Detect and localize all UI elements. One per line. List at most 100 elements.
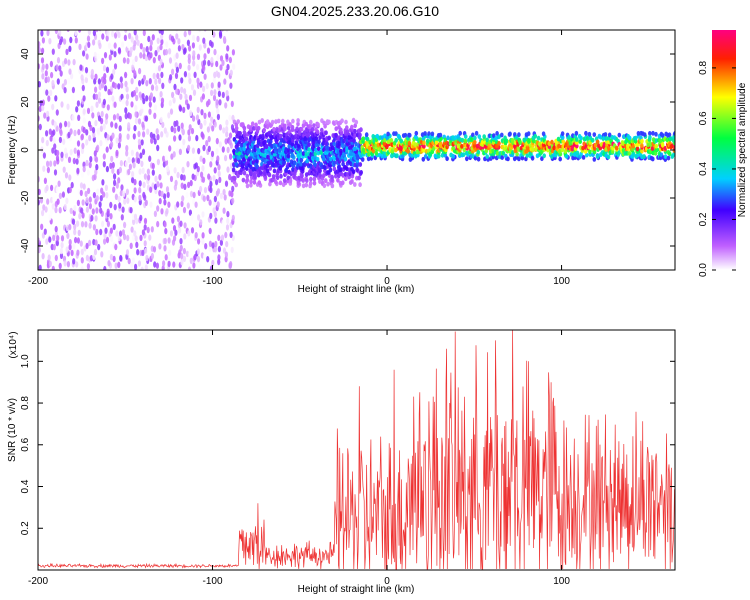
- heatmap-cell: [484, 148, 489, 154]
- heatmap-cell: [226, 95, 230, 102]
- heatmap-cell: [113, 42, 117, 49]
- heatmap-cell: [49, 60, 54, 68]
- heatmap-cell: [654, 147, 659, 153]
- heatmap-cell: [124, 71, 128, 79]
- heatmap-cell: [130, 36, 134, 43]
- heatmap-cell: [139, 52, 143, 59]
- heatmap-cell: [581, 155, 586, 160]
- heatmap-cell: [232, 63, 236, 70]
- heatmap-cell: [218, 99, 222, 106]
- heatmap-cell: [180, 200, 184, 208]
- heatmap-cell: [51, 48, 55, 55]
- heatmap-cell: [182, 138, 186, 146]
- heatmap-cell: [168, 145, 172, 152]
- heatmap-cell: [183, 47, 187, 54]
- heatmap-cell: [473, 143, 477, 149]
- heatmap-cell: [53, 169, 58, 176]
- heatmap-cell: [194, 232, 198, 239]
- heatmap-cell: [162, 155, 166, 162]
- heatmap-cell: [152, 72, 156, 80]
- heatmap-cell: [63, 260, 67, 267]
- heatmap-cell: [105, 146, 109, 153]
- heatmap-cell: [263, 159, 268, 164]
- heatmap-cell: [213, 246, 218, 253]
- heatmap-cell: [162, 260, 166, 267]
- heatmap-cell: [360, 157, 365, 162]
- heatmap-cell: [173, 135, 177, 142]
- heatmap-cell: [451, 145, 456, 151]
- heatmap-cell: [69, 207, 73, 215]
- heatmap-cell: [201, 133, 205, 140]
- heatmap-cell: [139, 152, 143, 159]
- heatmap-cell: [126, 197, 130, 204]
- heatmap-cell: [94, 119, 98, 127]
- heatmap-cell: [149, 131, 153, 139]
- heatmap-cell: [228, 56, 232, 64]
- heatmap-cell: [663, 154, 668, 160]
- heatmap-cell: [60, 151, 64, 158]
- heatmap-cell: [141, 93, 145, 100]
- heatmap-cell: [572, 152, 577, 157]
- heatmap-cell: [78, 43, 82, 51]
- heatmap-cell: [68, 45, 72, 52]
- heatmap-cell: [142, 181, 146, 188]
- heatmap-cell: [451, 154, 456, 159]
- heatmap-cell: [102, 161, 106, 168]
- heatmap-cell: [41, 104, 45, 112]
- heatmap-cell: [159, 43, 163, 51]
- snr-x-axis-label: Height of straight line (km): [298, 584, 415, 595]
- heatmap-cell: [215, 60, 219, 68]
- heatmap-cell: [155, 262, 159, 269]
- heatmap-cell: [265, 119, 270, 124]
- heatmap-cell: [47, 95, 51, 102]
- heatmap-cell: [68, 223, 72, 231]
- heatmap-cell: [187, 266, 192, 270]
- heatmap-cell: [109, 162, 113, 169]
- heatmap-cell: [137, 260, 141, 267]
- heatmap-cell: [194, 201, 198, 208]
- heatmap-cell: [374, 150, 379, 156]
- heatmap-cell: [295, 126, 299, 132]
- heatmap-cell: [395, 153, 399, 159]
- heatmap-cell: [588, 149, 592, 155]
- heatmap-cell: [196, 53, 201, 60]
- heatmap-cell: [226, 146, 230, 154]
- heatmap-cell: [110, 141, 114, 148]
- heatmap-cell: [119, 189, 123, 197]
- heatmap-cell: [232, 175, 236, 181]
- heatmap-cell: [136, 249, 140, 256]
- heatmap-cell: [79, 64, 83, 71]
- heatmap-cell: [557, 143, 561, 149]
- heatmap-cell: [307, 147, 311, 153]
- heatmap-cell: [68, 239, 72, 246]
- x-tick-label: -200: [28, 276, 48, 287]
- heatmap-cell: [198, 263, 202, 270]
- heatmap-cell: [202, 59, 207, 66]
- heatmap-cell: [179, 93, 183, 100]
- heatmap-cell: [139, 214, 143, 222]
- heatmap-cell: [114, 122, 118, 129]
- heatmap-cell: [60, 242, 64, 249]
- heatmap-cell: [138, 187, 142, 194]
- heatmap-cell: [242, 157, 246, 162]
- heatmap-cell: [160, 38, 164, 46]
- heatmap-cell: [149, 39, 153, 46]
- heatmap-cell: [217, 164, 221, 171]
- heatmap-cell: [301, 183, 306, 189]
- y-tick-label: 40: [20, 48, 31, 60]
- heatmap-cell: [575, 137, 579, 142]
- heatmap-cell: [129, 207, 133, 214]
- heatmap-cell: [63, 87, 67, 94]
- heatmap-cell: [47, 254, 51, 261]
- spectrogram-y-axis-label: Frequency (Hz): [7, 116, 18, 185]
- heatmap-cell: [517, 156, 521, 162]
- heatmap-cell: [343, 134, 348, 140]
- heatmap-cell: [217, 254, 221, 261]
- heatmap-cell: [81, 212, 85, 219]
- heatmap-cell: [318, 179, 322, 185]
- heatmap-cell: [72, 157, 76, 165]
- heatmap-cell: [210, 41, 214, 48]
- heatmap-cell: [310, 130, 314, 136]
- heatmap-cell: [423, 131, 427, 136]
- heatmap-cell: [114, 262, 118, 269]
